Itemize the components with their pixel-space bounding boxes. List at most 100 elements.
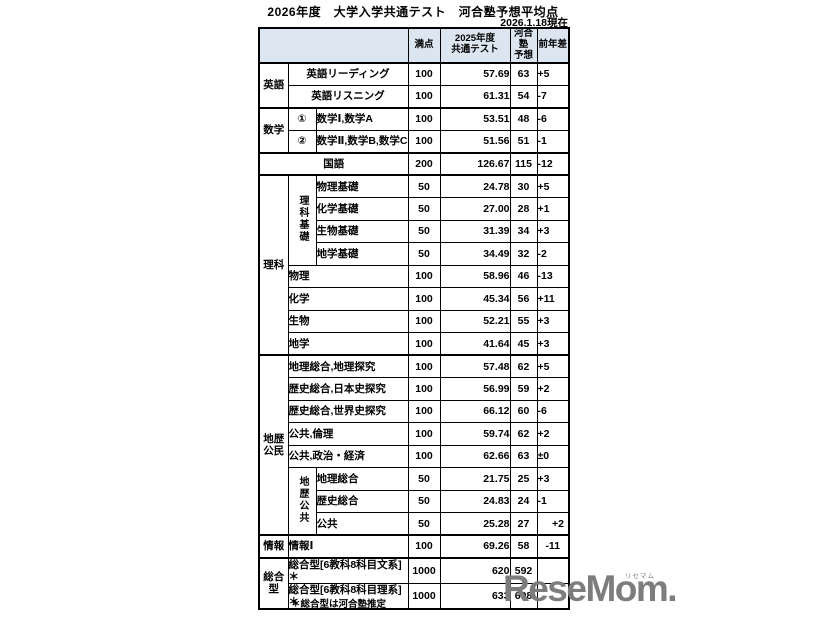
cell-2025-score: 21.75 [439,467,511,491]
header-row: 満点 2025年度 共通テスト 河合塾 予想 前年差 [258,27,570,64]
cell-max: 50 [407,219,441,244]
header-2025-test: 2025年度 共通テスト [439,27,511,64]
cell-subject: 地理総合 [315,467,409,491]
cell-forecast: 30 [509,174,538,199]
cell-max: 200 [407,151,441,176]
cell-forecast: 48 [509,106,538,131]
cell-max: 100 [407,287,441,311]
cell-max: 100 [407,332,441,356]
cell-diff: -6 [536,106,570,131]
cell-forecast: 28 [509,197,538,221]
cell-diff: -12 [536,151,570,176]
page-title: 2026年度 大学入学共通テスト 河合塾予想平均点 [267,5,559,19]
cell-2025-score: 57.69 [439,62,511,86]
cell-2025-score: 53.51 [439,106,511,131]
cell-diff: +3 [536,467,570,491]
table-row: 歴史総合,日本史探究 100 56.99 59 +2 [259,377,570,401]
cell-diff: -1 [536,129,570,154]
cell-forecast: 63 [509,62,538,86]
table-row: 地歴公共 地理総合 50 21.75 25 +3 [259,467,570,536]
cell-subject: 情報Ⅰ [287,534,409,559]
cell-subject: 公共 [315,512,409,536]
cell-max: 100 [407,106,441,131]
header-max: 満点 [407,27,441,64]
table-row: 歴史総合,世界史探究 100 66.12 60 -6 [259,399,570,424]
table-row: 公共 50 25.28 27 +2 [259,512,570,536]
cell-2025-score: 59.74 [439,422,511,446]
table-row: 理科 理科基礎 物理基礎 50 24.78 30 +5 [258,174,570,356]
table-row: 公共,政治・経済 100 62.66 63 ±0 [259,444,570,469]
cell-diff: +5 [536,62,570,86]
cell-forecast: 45 [509,332,538,356]
group-sogo: 総合型 [258,556,289,610]
cell-subject: 生物基礎 [315,219,409,244]
cell-subject: 化学基礎 [315,197,409,221]
cell-diff: +11 [536,287,570,311]
cell-subject: 物理基礎 [315,174,409,199]
cell-forecast: 34 [509,219,538,244]
cell-diff: +5 [536,354,570,379]
cell-max: 50 [407,467,441,491]
cell-forecast: 56 [509,287,538,311]
table-row: 英語リスニング 100 61.31 54 -7 [259,84,570,109]
cell-forecast: 25 [509,467,538,491]
cell-forecast: 63 [509,444,538,469]
cell-forecast: 32 [509,242,538,266]
cell-subject: 英語リーディング [287,62,409,86]
cell-2025-score: 24.83 [439,489,511,514]
cell-mark: ② [287,129,317,154]
group-geo-common: 地歴公共 [287,467,317,536]
watermark-logo-text: ReseMom. [503,568,678,609]
score-table: 満点 2025年度 共通テスト 河合塾 予想 前年差 英語 英語リーディング 1… [258,27,570,611]
cell-max: 100 [407,129,441,154]
cell-forecast: 46 [509,264,538,289]
cell-max: 100 [407,354,441,379]
group-info: 情報 [258,534,289,559]
cell-max: 50 [407,512,441,536]
cell-forecast: 59 [509,377,538,401]
header-kawaijuku-forecast: 河合塾 予想 [509,27,538,64]
cell-subject: 地学 [287,332,409,356]
table-row: 総合型 総合型[6教科8科目文系]＊ 1000 620 592 [258,556,570,610]
cell-diff: -1 [536,489,570,514]
cell-2025-score: 66.12 [439,399,511,424]
cell-diff: +2 [536,377,570,401]
cell-diff: +1 [536,197,570,221]
table-row: 総合型[6教科8科目理系]＊ 1000 633 608 [259,582,570,610]
table-row: 情報 情報Ⅰ 100 69.26 58 -11 [258,534,570,559]
cell-max: 100 [407,534,441,559]
cell-subject: 歴史総合,日本史探究 [287,377,409,401]
group-science: 理科 [258,174,289,356]
cell-2025-score: 51.56 [439,129,511,154]
cell-2025-score: 41.64 [439,332,511,356]
cell-forecast: 62 [509,422,538,446]
cell-forecast: 62 [509,354,538,379]
cell-forecast: 54 [509,84,538,109]
table-row: ② 数学Ⅱ,数学B,数学C 100 51.56 51 -1 [259,129,570,154]
cell-subject: 総合型[6教科8科目文系]＊ [287,556,409,584]
cell-subject: 化学 [287,287,409,311]
cell-subject: 数学Ⅰ,数学A [315,106,409,131]
cell-2025-score: 25.28 [439,512,511,536]
cell-max: 100 [407,399,441,424]
cell-max: 1000 [407,582,441,610]
cell-forecast: 55 [509,309,538,334]
group-geo-civics: 地歴 公民 [258,354,289,536]
cell-subject: 公共,政治・経済 [287,444,409,469]
cell-subject: 歴史総合,世界史探究 [287,399,409,424]
cell-2025-score: 61.31 [439,84,511,109]
cell-diff: +3 [536,219,570,244]
table-row: 地学基礎 50 34.49 32 -2 [259,242,570,266]
cell-2025-score: 62.66 [439,444,511,469]
cell-diff [536,556,570,584]
cell-max: 100 [407,62,441,86]
cell-diff: +3 [536,332,570,356]
group-science-basic-label: 理科基礎 [297,194,308,243]
cell-2025-score: 24.78 [439,174,511,199]
cell-diff: +3 [536,309,570,334]
cell-subject: 国語 [258,151,409,176]
cell-2025-score: 34.49 [439,242,511,266]
watermark-ruby-text: リセマム [625,573,655,580]
cell-2025-score: 58.96 [439,264,511,289]
cell-max: 50 [407,489,441,514]
